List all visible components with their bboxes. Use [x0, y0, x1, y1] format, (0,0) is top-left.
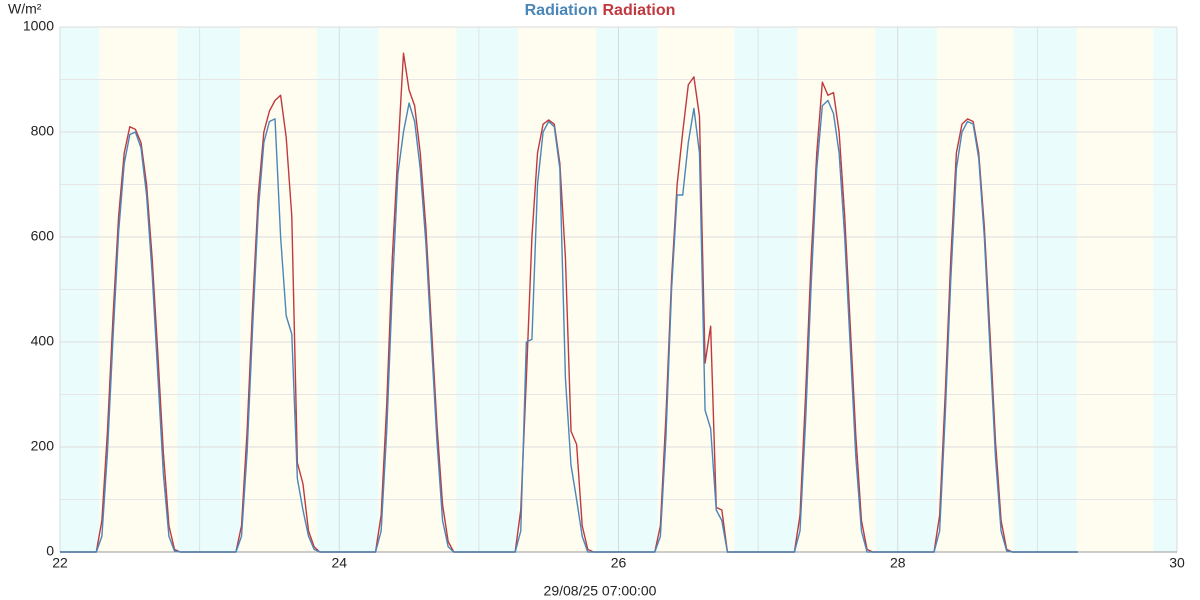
y-tick-label: 800	[31, 123, 55, 139]
y-tick-label: 0	[46, 543, 54, 559]
legend-entry: Radiation	[603, 2, 676, 19]
y-tick-label: 400	[31, 333, 55, 349]
y-unit: W/m²	[8, 1, 42, 17]
chart-title: Radiation Radiation	[525, 2, 676, 19]
y-tick-label: 600	[31, 228, 55, 244]
x-tick-label: 22	[52, 555, 68, 571]
x-tick-label: 30	[1169, 555, 1185, 571]
y-tick-label: 1000	[23, 18, 54, 34]
x-tick-label: 24	[331, 555, 347, 571]
legend-entry: Radiation	[525, 2, 598, 19]
x-tick-label: 26	[611, 555, 627, 571]
series-line	[60, 99, 1078, 553]
y-tick-label: 200	[31, 438, 55, 454]
x-axis-label: 29/08/25 07:00:00	[544, 583, 657, 599]
x-tick-label: 28	[890, 555, 906, 571]
